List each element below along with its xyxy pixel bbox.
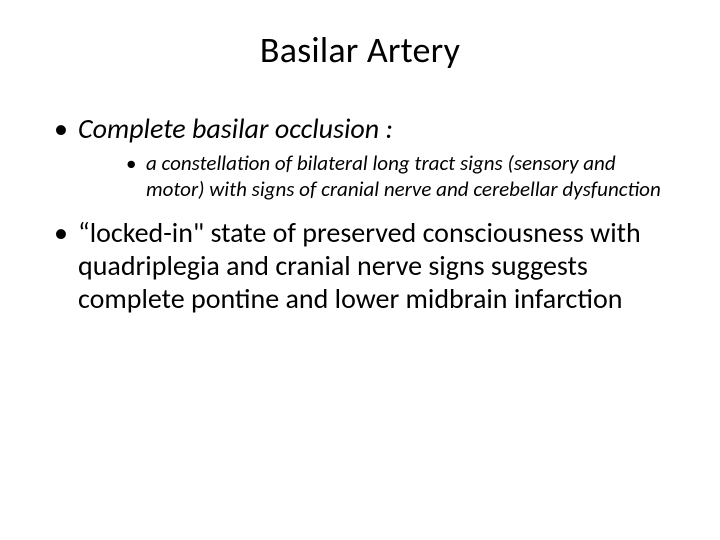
bullet-list-level1: Complete basilar occlusion : a constella… — [50, 112, 670, 315]
bullet-item: “locked-in" state of preserved conscious… — [50, 216, 670, 315]
sub-bullet-text: a constellation of bilateral long tract … — [146, 150, 661, 202]
slide-title: Basilar Artery — [50, 28, 670, 72]
bullet-text: “locked-in" state of preserved conscious… — [78, 215, 641, 316]
bullet-text: Complete basilar occlusion : — [78, 111, 393, 146]
slide: Basilar Artery Complete basilar occlusio… — [0, 0, 720, 540]
sub-bullet-item: a constellation of bilateral long tract … — [126, 151, 670, 202]
bullet-list-level2: a constellation of bilateral long tract … — [126, 151, 670, 202]
bullet-item: Complete basilar occlusion : a constella… — [50, 112, 670, 202]
